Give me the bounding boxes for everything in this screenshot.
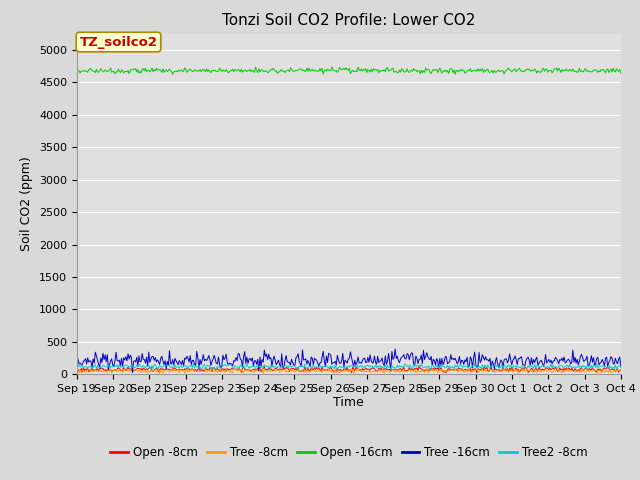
Title: Tonzi Soil CO2 Profile: Lower CO2: Tonzi Soil CO2 Profile: Lower CO2 bbox=[222, 13, 476, 28]
Y-axis label: Soil CO2 (ppm): Soil CO2 (ppm) bbox=[20, 156, 33, 252]
Text: TZ_soilco2: TZ_soilco2 bbox=[79, 36, 157, 48]
X-axis label: Time: Time bbox=[333, 396, 364, 408]
Legend: Open -8cm, Tree -8cm, Open -16cm, Tree -16cm, Tree2 -8cm: Open -8cm, Tree -8cm, Open -16cm, Tree -… bbox=[106, 442, 592, 464]
